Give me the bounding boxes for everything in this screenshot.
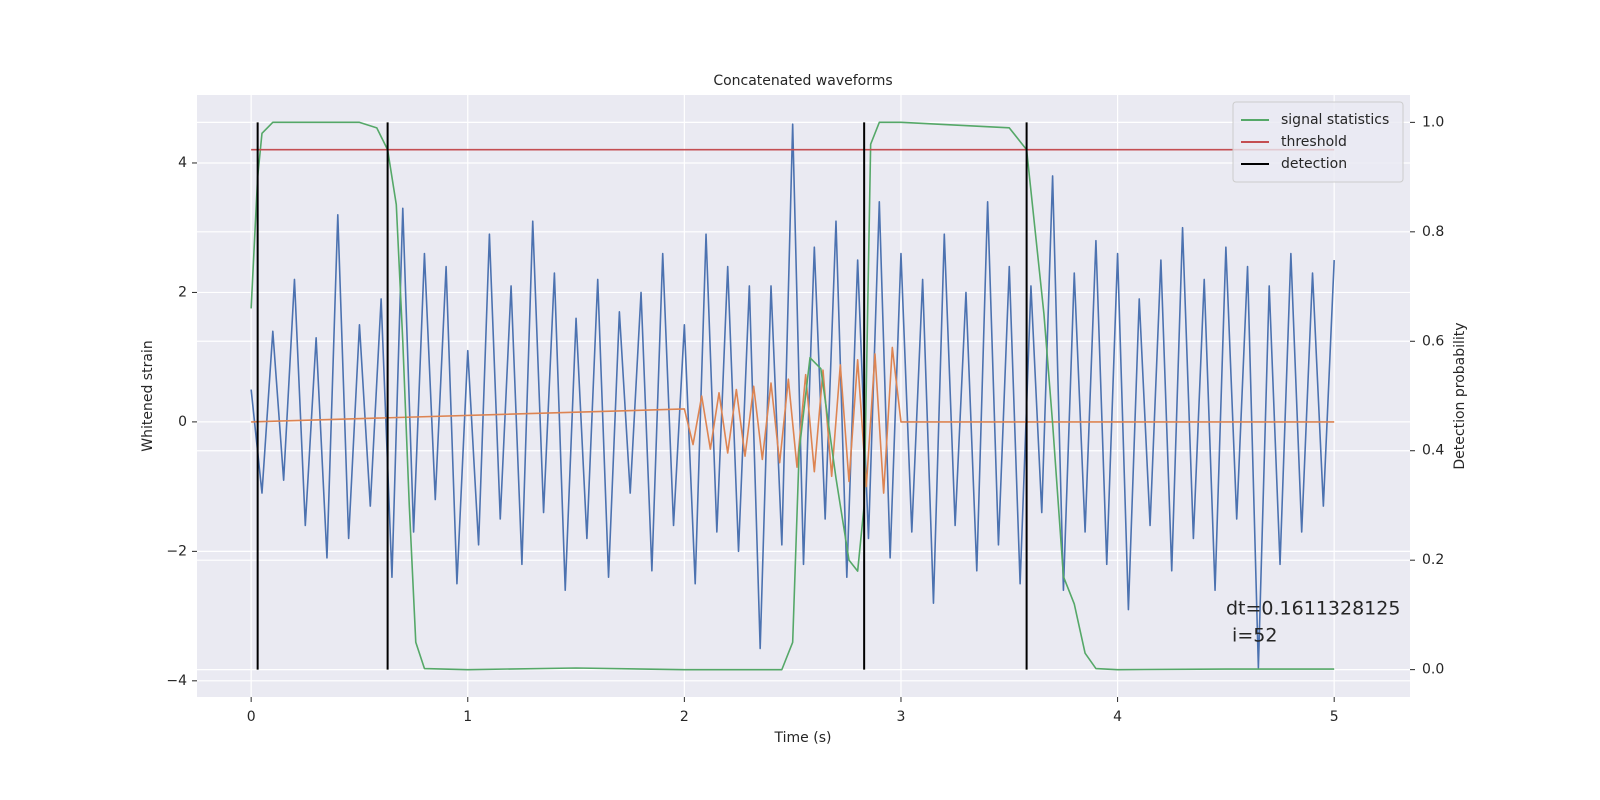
legend-label: threshold xyxy=(1281,134,1347,150)
x-tick-label: 3 xyxy=(897,709,906,725)
x-tick-label: 5 xyxy=(1330,709,1339,725)
y-tick-label: −4 xyxy=(166,673,187,689)
y2-tick-label: 0.6 xyxy=(1422,333,1444,349)
annotation: dt=0.1611328125 xyxy=(1226,598,1400,620)
chart-title: Concatenated waveforms xyxy=(713,73,892,89)
y-tick-label: 0 xyxy=(178,414,187,430)
y-tick-label: 4 xyxy=(178,155,187,171)
marks xyxy=(250,121,1335,671)
x-tick-label: 0 xyxy=(247,709,256,725)
y2-axis-label: Detection probability xyxy=(1452,322,1468,469)
x-axis-label: Time (s) xyxy=(774,730,832,746)
y2-tick-label: 1.0 xyxy=(1422,114,1444,130)
legend-label: signal statistics xyxy=(1281,112,1389,128)
grid: 0 1 2 3 4 5 −4 −2 0 2 4 0.0 0.2 0.4 0.6 0.8 1.0 xyxy=(166,95,1444,725)
series-line xyxy=(251,346,1335,494)
y-tick-label: 2 xyxy=(178,284,187,300)
x-tick-label: 1 xyxy=(463,709,472,725)
series-line xyxy=(250,121,1335,671)
x-tick-label: 2 xyxy=(680,709,689,725)
legend-label: detection xyxy=(1281,156,1347,172)
overlay: dt=0.1611328125 i=52 signal statistics thr… xyxy=(1226,101,1404,647)
y2-tick-label: 0.0 xyxy=(1422,662,1444,678)
legend-box xyxy=(1232,101,1404,183)
y2-tick-label: 0.8 xyxy=(1422,224,1444,240)
y-axis-label: Whitened strain xyxy=(140,340,156,451)
x-tick-label: 4 xyxy=(1113,709,1122,725)
y-tick-label: −2 xyxy=(166,543,187,559)
annotation: i=52 xyxy=(1226,625,1277,647)
y2-tick-label: 0.4 xyxy=(1422,443,1444,459)
series-line xyxy=(250,123,1335,669)
y2-tick-label: 0.2 xyxy=(1422,552,1444,568)
